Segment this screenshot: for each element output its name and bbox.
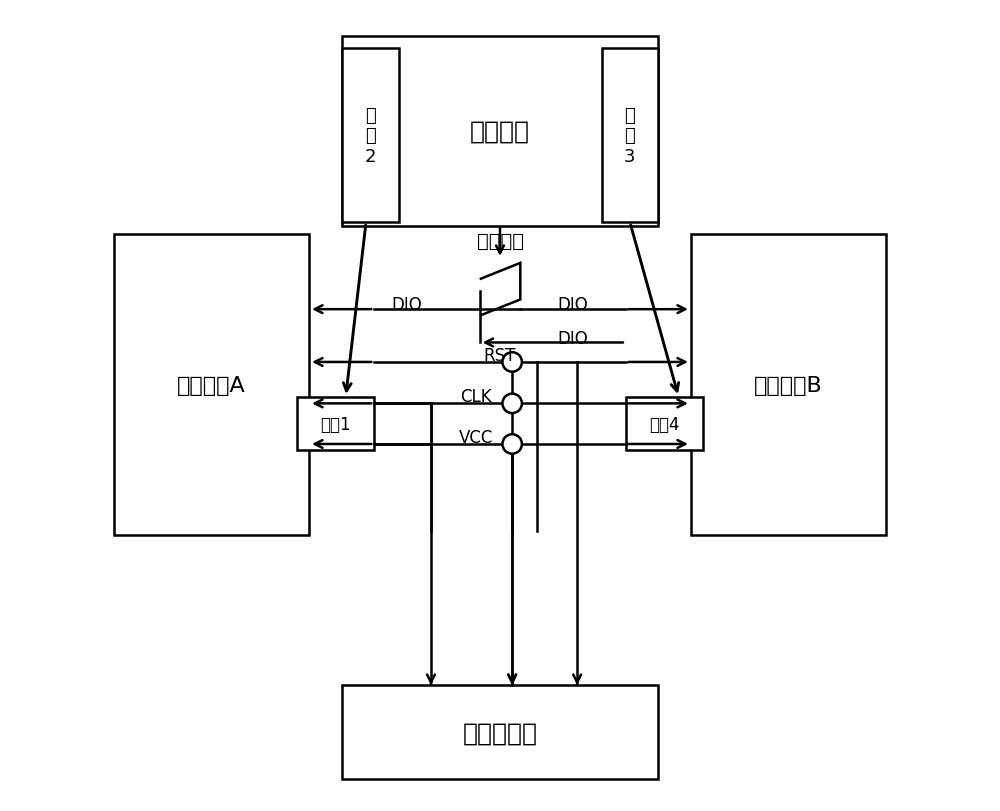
FancyBboxPatch shape <box>114 235 309 535</box>
Text: 接口4: 接口4 <box>649 415 679 433</box>
FancyBboxPatch shape <box>297 397 374 450</box>
Text: 通信模块A: 通信模块A <box>177 375 246 395</box>
Text: 通信模块B: 通信模块B <box>754 375 823 395</box>
FancyBboxPatch shape <box>691 235 886 535</box>
Text: DIO: DIO <box>391 296 422 314</box>
Text: 接
口
2: 接 口 2 <box>364 106 376 166</box>
FancyBboxPatch shape <box>342 685 658 779</box>
Circle shape <box>502 353 522 372</box>
Text: 模式选择: 模式选择 <box>477 231 524 251</box>
Text: DIO: DIO <box>558 296 588 314</box>
Text: 用户识别卡: 用户识别卡 <box>462 720 538 744</box>
Text: 接
口
3: 接 口 3 <box>624 106 636 166</box>
Text: VCC: VCC <box>458 428 493 446</box>
FancyBboxPatch shape <box>342 49 398 223</box>
Text: 接口1: 接口1 <box>321 415 351 433</box>
FancyBboxPatch shape <box>626 397 703 450</box>
Circle shape <box>502 435 522 454</box>
Text: 控制芯片: 控制芯片 <box>470 119 530 144</box>
FancyBboxPatch shape <box>602 49 658 223</box>
Text: DIO: DIO <box>558 329 588 347</box>
FancyBboxPatch shape <box>342 36 658 227</box>
Circle shape <box>502 394 522 414</box>
Text: RST: RST <box>484 346 516 364</box>
Text: CLK: CLK <box>460 388 491 406</box>
